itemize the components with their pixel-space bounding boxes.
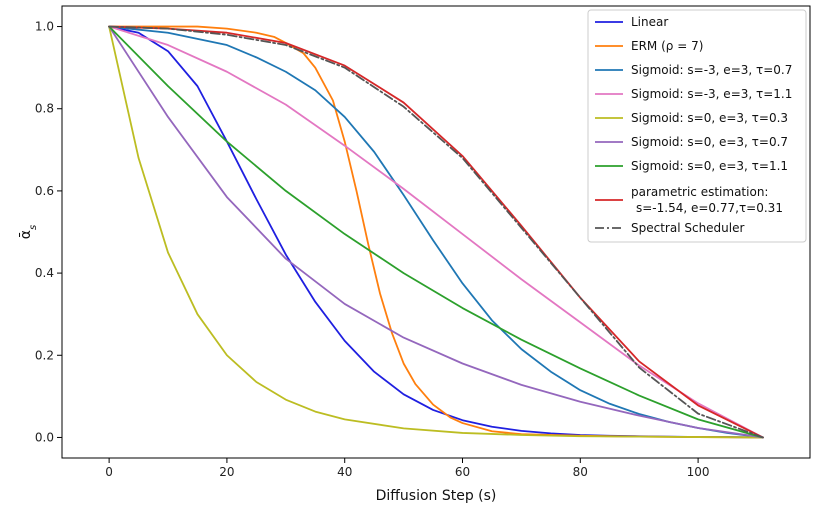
- x-tick-label-80: 80: [573, 465, 588, 479]
- x-tick-label-40: 40: [337, 465, 352, 479]
- legend-label-7: Sigmoid: s=0, e=3, τ=1.1: [631, 159, 788, 173]
- series-line-4: [108, 25, 764, 439]
- legend-label-4: Sigmoid: s=-3, e=3, τ=1.1: [631, 87, 792, 101]
- legend-label-8-line2: s=-1.54, e=0.77,τ=0.31: [636, 201, 783, 215]
- x-tick-label-60: 60: [455, 465, 470, 479]
- axes-frame: [61, 5, 811, 459]
- y-tick-label-1: 0.2: [35, 348, 54, 362]
- y-tick-label-2: 0.4: [35, 266, 54, 280]
- series-line-9: [108, 25, 764, 439]
- y-tick-label-5: 1.0: [35, 20, 54, 34]
- y-tick-label-0: 0.0: [35, 430, 54, 444]
- series-line-2: [108, 25, 764, 439]
- x-tick-label-0: 0: [105, 465, 113, 479]
- y-tick-label-4: 0.8: [35, 102, 54, 116]
- x-axis-label: Diffusion Step (s): [376, 488, 497, 504]
- x-tick-label-100: 100: [687, 465, 710, 479]
- legend-label-5: Sigmoid: s=0, e=3, τ=0.3: [631, 111, 788, 125]
- series-line-6: [108, 25, 764, 439]
- legend-label-9: Spectral Scheduler: [631, 221, 744, 235]
- series-line-7: [108, 25, 764, 439]
- legend-box: [587, 9, 807, 243]
- legend-label-2: ERM (ρ = 7): [631, 39, 703, 53]
- x-tick-label-20: 20: [219, 465, 234, 479]
- series-line-5: [108, 25, 764, 439]
- legend-label-6: Sigmoid: s=0, e=3, τ=0.7: [631, 135, 788, 149]
- series-line-8: [108, 25, 764, 439]
- legend-label-8: parametric estimation:: [631, 185, 768, 199]
- legend-label-1: Linear: [631, 15, 668, 29]
- y-tick-label-3: 0.6: [35, 184, 54, 198]
- y-axis-label-subscript: s: [28, 225, 39, 230]
- y-axis-label: ᾱs: [18, 225, 39, 239]
- legend-label-3: Sigmoid: s=-3, e=3, τ=0.7: [631, 63, 792, 77]
